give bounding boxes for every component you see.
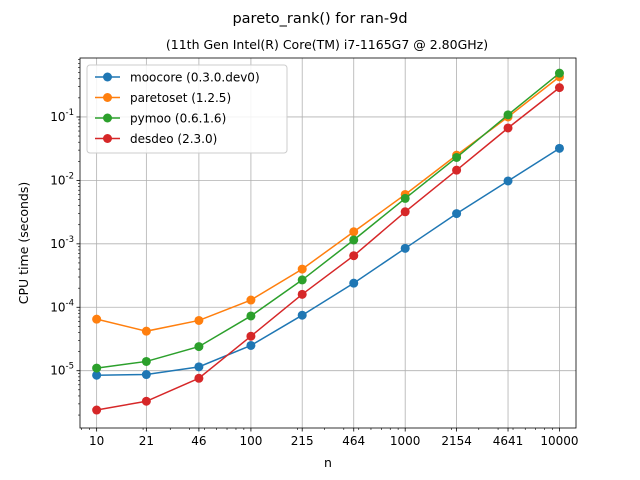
- y-axis: 10-510-410-310-210-1: [50, 59, 80, 416]
- x-tick-label: 1000: [390, 434, 421, 448]
- y-tick-label: 10-1: [50, 108, 74, 124]
- series-2-point: [297, 275, 307, 285]
- series-1-point: [194, 315, 204, 325]
- x-tick-label: 100: [239, 434, 262, 448]
- series-line-0: [96, 147, 560, 376]
- series-2-point: [92, 363, 102, 373]
- series-1-point: [297, 264, 307, 274]
- chart-title: pareto_rank() for ran-9d: [232, 11, 407, 27]
- x-axis-label: n: [324, 455, 332, 470]
- y-tick-base: 10: [50, 364, 65, 378]
- series-1-point: [349, 227, 359, 237]
- legend-label: moocore (0.3.0.dev0): [130, 71, 260, 85]
- series-1-point: [141, 326, 151, 336]
- y-tick-base: 10: [50, 237, 65, 251]
- series-0-point: [194, 362, 204, 372]
- chart-subtitle: (11th Gen Intel(R) Core(TM) i7-1165G7 @ …: [166, 37, 488, 52]
- series-0-point: [503, 176, 513, 186]
- series-line-3: [96, 87, 560, 411]
- x-tick-label: 10: [89, 434, 104, 448]
- series-1-point: [92, 314, 102, 324]
- legend-label: pymoo (0.6.1.6): [130, 112, 226, 126]
- x-tick-label: 2154: [441, 434, 472, 448]
- legend-marker: [103, 113, 112, 123]
- y-tick-exponent: -1: [66, 108, 74, 118]
- y-tick-label: 10-3: [50, 235, 74, 251]
- series-lines: [92, 68, 564, 415]
- series-line-2: [96, 72, 560, 369]
- y-tick-exponent: -2: [66, 171, 74, 181]
- y-axis-label: CPU time (seconds): [16, 182, 31, 304]
- x-tick-label: 46: [191, 434, 206, 448]
- x-tick-label: 215: [291, 434, 314, 448]
- y-tick-exponent: -5: [66, 362, 74, 372]
- series-0-point: [400, 243, 410, 253]
- series-3-point: [141, 396, 151, 406]
- x-tick-label: 10000: [540, 434, 578, 448]
- series-0-point: [246, 340, 256, 350]
- y-tick-base: 10: [50, 300, 65, 314]
- legend-marker: [103, 93, 112, 102]
- series-2-point: [452, 152, 462, 162]
- series-3-point: [400, 207, 410, 217]
- y-tick-exponent: -3: [66, 235, 74, 245]
- series-2-point: [246, 311, 256, 321]
- x-tick-label: 464: [342, 434, 365, 448]
- series-3-point: [349, 251, 359, 261]
- y-tick-base: 10: [50, 173, 65, 187]
- series-3-point: [297, 289, 307, 299]
- y-tick-base: 10: [50, 110, 65, 124]
- series-0-point: [554, 143, 564, 153]
- series-2-point: [349, 235, 359, 245]
- series-0-point: [141, 370, 151, 380]
- legend-label: paretoset (1.2.5): [130, 91, 231, 105]
- legend-box: [86, 64, 288, 154]
- series-3-point: [92, 405, 102, 415]
- y-tick-label: 10-5: [50, 362, 74, 378]
- series-3-point: [452, 165, 462, 175]
- series-0-point: [92, 370, 102, 380]
- y-tick-exponent: -4: [66, 298, 74, 308]
- series-0-point: [297, 310, 307, 320]
- series-2-point: [194, 342, 204, 352]
- series-3-point: [503, 123, 513, 133]
- legend: moocore (0.3.0.dev0) paretoset (1.2.5) pym…: [86, 64, 288, 154]
- series-3-point: [194, 373, 204, 383]
- x-tick-label: 21: [139, 434, 154, 448]
- series-0-point: [349, 278, 359, 288]
- series-2-point: [503, 110, 513, 120]
- series-1-point: [246, 295, 256, 305]
- plot-frame: [79, 57, 577, 429]
- series-2-point: [554, 68, 564, 78]
- x-axis: 10 21 46 100 215 464 1000 2154 4641 10000: [81, 428, 579, 448]
- legend-label: desdeo (2.3.0): [130, 132, 217, 146]
- series-3-point: [554, 83, 564, 93]
- series-3-point: [246, 331, 256, 341]
- series-0-point: [452, 209, 462, 219]
- y-tick-label: 10-2: [50, 171, 74, 187]
- series-2-point: [400, 193, 410, 203]
- series-2-point: [141, 356, 151, 366]
- x-tick-label: 4641: [493, 434, 524, 448]
- legend-marker: [103, 72, 112, 82]
- y-tick-label: 10-4: [50, 298, 74, 314]
- legend-marker: [103, 134, 112, 143]
